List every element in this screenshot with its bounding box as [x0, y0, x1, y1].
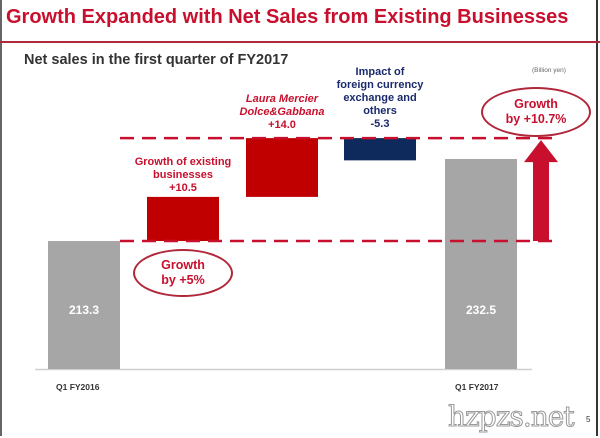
label-line: Laura Mercier	[245, 93, 319, 105]
growth-arrow-icon	[524, 140, 558, 241]
label-line: businesses	[153, 169, 213, 181]
label-line: others	[363, 105, 397, 117]
step-label-existing: Growth of existing businesses +10.5	[118, 156, 248, 195]
title-divider	[0, 41, 600, 43]
callout-line: Growth	[161, 258, 205, 272]
label-line: -5.3	[370, 118, 390, 130]
slide-title: Growth Expanded with Net Sales from Exis…	[6, 6, 569, 28]
label-line: exchange and	[343, 92, 417, 104]
bar-increase	[147, 196, 219, 241]
growth-10-7-callout: Growth by +10.7%	[481, 87, 591, 137]
bar-value-label: 232.5	[465, 303, 497, 317]
label-line: +14.0	[268, 119, 296, 131]
bar-increase	[246, 138, 318, 197]
chart-title: Net sales in the first quarter of FY2017	[24, 52, 289, 68]
x-tick-label: Q1 FY2016	[56, 382, 100, 392]
label-line: Impact of	[355, 66, 405, 78]
x-tick-label: Q1 FY2017	[455, 382, 499, 392]
callout-line: by +5%	[161, 273, 205, 287]
label-line: foreign currency	[336, 79, 424, 91]
callout-line: by +10.7%	[505, 112, 567, 126]
callout-line: Growth	[514, 97, 558, 111]
bar-decrease	[344, 138, 416, 161]
watermark: hzpzs.net	[448, 400, 576, 434]
label-line: Growth of existing	[134, 156, 232, 168]
page-number: 5	[586, 415, 591, 424]
unit-label: (Billion yen)	[532, 67, 566, 74]
bar-value-label: 213.3	[68, 303, 100, 317]
bar-total	[445, 159, 517, 369]
label-line: +10.5	[169, 182, 197, 194]
step-label-acquisitions: Laura Mercier Dolce&Gabbana +14.0	[222, 93, 342, 132]
bar-total	[48, 241, 120, 369]
step-label-fx: Impact of foreign currency exchange and …	[320, 66, 440, 131]
label-line: Dolce&Gabbana	[239, 106, 325, 118]
growth-5-callout: Growth by +5%	[133, 249, 233, 297]
